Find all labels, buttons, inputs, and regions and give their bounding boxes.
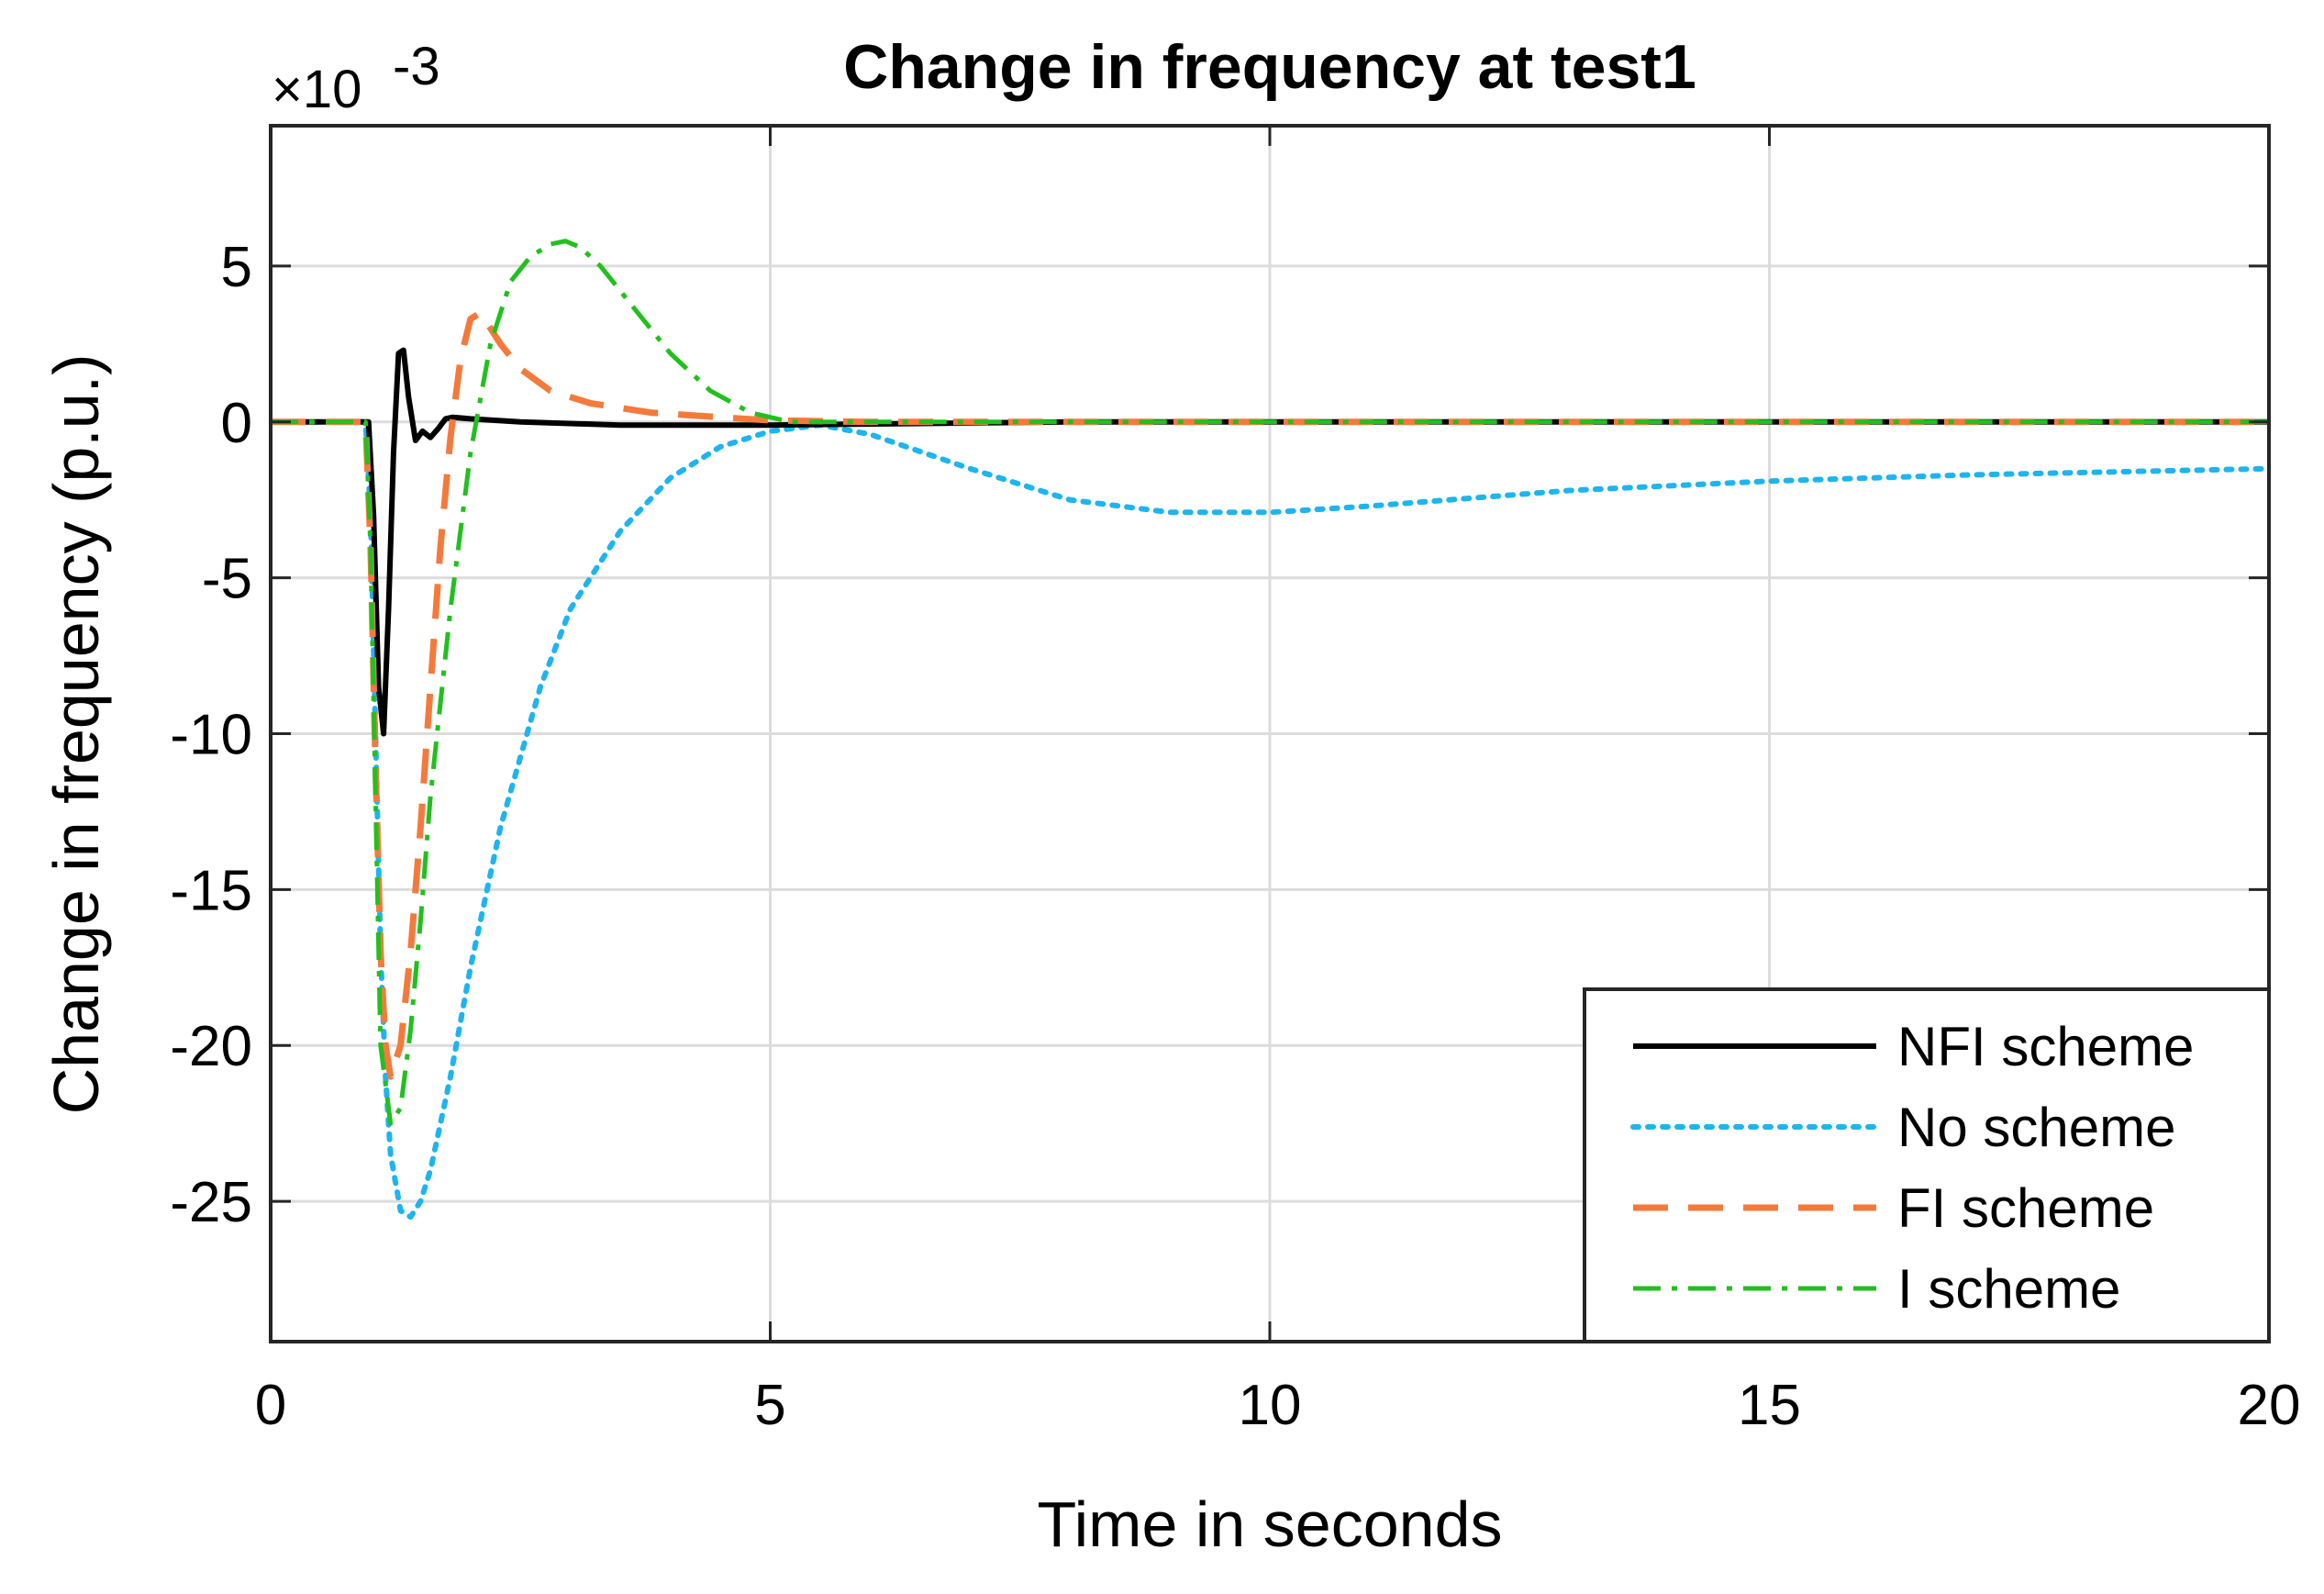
legend-label: I scheme	[1897, 1258, 2120, 1320]
legend-label: FI scheme	[1897, 1177, 2154, 1239]
x-axis-title: Time in seconds	[1037, 1488, 1502, 1560]
legend: NFI scheme No scheme FI scheme I scheme	[1583, 987, 2271, 1343]
y-exponent-power: -3	[393, 37, 440, 96]
series-line-fi-scheme	[271, 309, 2269, 1080]
y-exponent-base: ×10	[272, 60, 361, 119]
chart-title: Change in frequency at test1	[843, 32, 1696, 102]
y-tick-label: -20	[170, 1015, 252, 1078]
series-line-nfi-scheme	[271, 347, 2269, 737]
y-tick-label: -15	[170, 859, 252, 922]
y-axis-title: Change in frequency (p.u.)	[40, 354, 112, 1115]
x-tick-label: 15	[1738, 1374, 1801, 1437]
y-tick-label: -5	[202, 548, 252, 611]
series-layer	[271, 239, 2269, 1221]
x-tick-label: 20	[2238, 1374, 2301, 1437]
y-exponent-label: ×10 -3	[272, 37, 440, 119]
legend-label: NFI scheme	[1897, 1016, 2194, 1077]
legend-label: No scheme	[1897, 1097, 2175, 1158]
series-line-i-scheme	[271, 239, 2269, 1126]
x-tick-label: 0	[255, 1374, 286, 1437]
tick-layer: 0 5 10 15 20 5 0 -5 -10 -15 -20 -25	[170, 126, 2300, 1437]
y-tick-label: -25	[170, 1171, 252, 1234]
y-tick-label: 0	[221, 392, 252, 455]
y-tick-label: -10	[170, 704, 252, 767]
x-tick-label: 10	[1239, 1374, 1302, 1437]
y-tick-label: 5	[221, 236, 252, 299]
x-tick-label: 5	[754, 1374, 785, 1437]
legend-items: NFI scheme No scheme FI scheme I scheme	[1630, 1016, 2194, 1320]
series-line-no-scheme	[271, 418, 2269, 1221]
